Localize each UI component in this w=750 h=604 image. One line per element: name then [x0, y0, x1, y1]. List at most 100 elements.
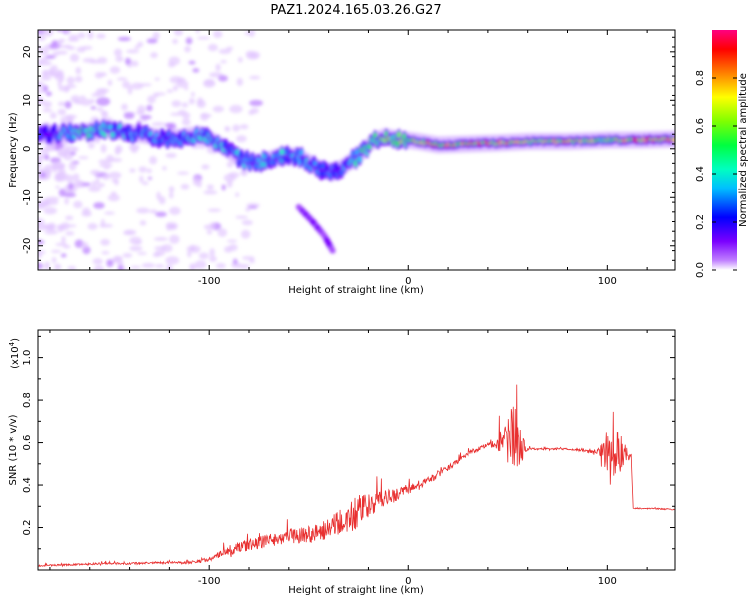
heatmap-y-label: Frequency (Hz) [8, 112, 19, 188]
heatmap-noise-cell [147, 176, 153, 180]
heatmap-noise-cell [217, 75, 229, 82]
heatmap-noise-cell [235, 215, 248, 219]
heatmap-noise-cell [209, 255, 217, 263]
heatmap-noise-cell [42, 101, 52, 108]
heatmap-noise-cell [212, 30, 223, 39]
heatmap-noise-cell [100, 238, 110, 246]
heatmap-noise-cell [226, 161, 234, 168]
heatmap-noise-cell [96, 107, 104, 112]
heatmap-x-label: Height of straight line (km) [288, 285, 424, 296]
heatmap-noise-cell [68, 161, 77, 171]
heatmap-noise-cell [77, 32, 86, 39]
heatmap-noise-cell [65, 84, 77, 89]
colorbar-tick-label: 0.4 [695, 166, 706, 182]
chart-title: PAZ1.2024.165.03.26.G27 [270, 3, 441, 18]
heatmap-noise-cell [236, 135, 247, 143]
heatmap-noise-cell [53, 263, 62, 270]
heatmap-noise-cell [137, 41, 144, 48]
y-tick-label: 0.8 [22, 392, 33, 408]
heatmap-noise-cell [67, 265, 77, 270]
heatmap-noise-cell [122, 252, 133, 258]
heatmap-noise-cell [229, 104, 243, 114]
heatmap-noise-cell [201, 164, 210, 170]
snr-y-label: SNR (10 * v/v) [8, 414, 19, 485]
heatmap-noise-cell [196, 178, 202, 188]
heatmap-noise-cell [129, 245, 143, 252]
heatmap-noise-cell [45, 55, 56, 59]
heatmap-noise-cell [95, 138, 100, 144]
heatmap-noise-cell [141, 181, 149, 186]
heatmap-noise-cell [188, 60, 196, 65]
heatmap-noise-cell [203, 190, 218, 195]
y-tick-label: 0.6 [22, 435, 33, 451]
colorbar-gradient [712, 30, 737, 270]
heatmap-noise-cell [87, 141, 95, 149]
heatmap-noise-cell [239, 170, 248, 176]
heatmap-ridge-core [396, 131, 401, 139]
heatmap-noise-cell [43, 207, 58, 215]
heatmap-noise-cell [72, 147, 80, 152]
heatmap-noise-cell [166, 89, 174, 93]
heatmap-noise-cell [197, 97, 204, 106]
heatmap-noise-cell [186, 245, 195, 252]
colorbar: 0.0 0.2 0.4 0.6 0.8 Normalized spectral ampl… [695, 30, 749, 278]
colorbar-ticks: 0.0 0.2 0.4 0.6 0.8 [695, 70, 737, 278]
heatmap-noise-cell [57, 78, 62, 88]
heatmap-noise-cell [138, 166, 147, 173]
heatmap-noise-cell [152, 31, 160, 40]
heatmap-noise-cell [132, 60, 139, 67]
heatmap-noise-cell [187, 250, 192, 258]
heatmap-noise-cell [220, 59, 227, 64]
heatmap-noise-cell [64, 114, 78, 119]
heatmap-noise-cell [245, 207, 251, 212]
heatmap-noise-cell [206, 229, 213, 235]
heatmap-noise-cell [96, 97, 111, 106]
heatmap-noise-cell [82, 207, 91, 215]
heatmap-noise-cell [61, 235, 66, 244]
heatmap-noise-cell [154, 250, 165, 257]
heatmap-noise-cell [139, 115, 152, 120]
heatmap-noise-cell [57, 39, 63, 46]
heatmap-noise-cell [136, 207, 150, 214]
heatmap-noise-cell [155, 211, 167, 217]
heatmap-noise-cell [47, 222, 56, 231]
heatmap-noise-cell [195, 30, 200, 34]
heatmap-noise-cell [226, 239, 238, 243]
heatmap-noise-cell [74, 75, 83, 83]
heatmap-noise-cell [38, 45, 42, 51]
heatmap-noise-cell [239, 124, 249, 130]
heatmap-noise-cell [38, 159, 42, 169]
heatmap-noise-cell [104, 211, 115, 215]
heatmap-noise-cell [43, 30, 54, 37]
heatmap-noise-cell [248, 205, 258, 209]
heatmap-noise-cell [202, 79, 216, 88]
heatmap-noise-cell [49, 112, 57, 120]
heatmap-noise-cell [55, 185, 60, 189]
heatmap-noise-cell [92, 258, 103, 265]
heatmap-noise-cell [101, 251, 110, 255]
heatmap-noise-cell [232, 258, 238, 265]
heatmap-noise-cell [106, 259, 114, 268]
heatmap-noise-cell [172, 85, 179, 92]
heatmap-noise-cell [100, 144, 107, 153]
heatmap-noise-cell [125, 57, 131, 65]
heatmap-noise-cell [123, 229, 137, 235]
heatmap-noise-cell [38, 223, 48, 231]
heatmap-noise-cell [168, 56, 181, 66]
heatmap-noise-cell [173, 30, 184, 36]
heatmap-noise-cell [97, 182, 105, 188]
heatmap-ridge-core [44, 126, 49, 134]
heatmap-noise-cell [212, 105, 224, 113]
heatmap-noise-cell [46, 196, 60, 201]
heatmap-noise-cell [130, 265, 141, 269]
heatmap-noise-cell [176, 77, 186, 84]
heatmap-noise-cell [139, 175, 144, 183]
heatmap-noise-cell [236, 77, 244, 87]
x-tick-label: -100 [198, 276, 221, 287]
heatmap-noise-cell [57, 151, 68, 158]
heatmap-noise-cell [81, 241, 89, 249]
heatmap-noise-cell [240, 229, 251, 239]
heatmap-noise-cell [153, 237, 168, 241]
heatmap-noise-cell [78, 156, 89, 160]
heatmap-noise-cell [58, 45, 68, 49]
